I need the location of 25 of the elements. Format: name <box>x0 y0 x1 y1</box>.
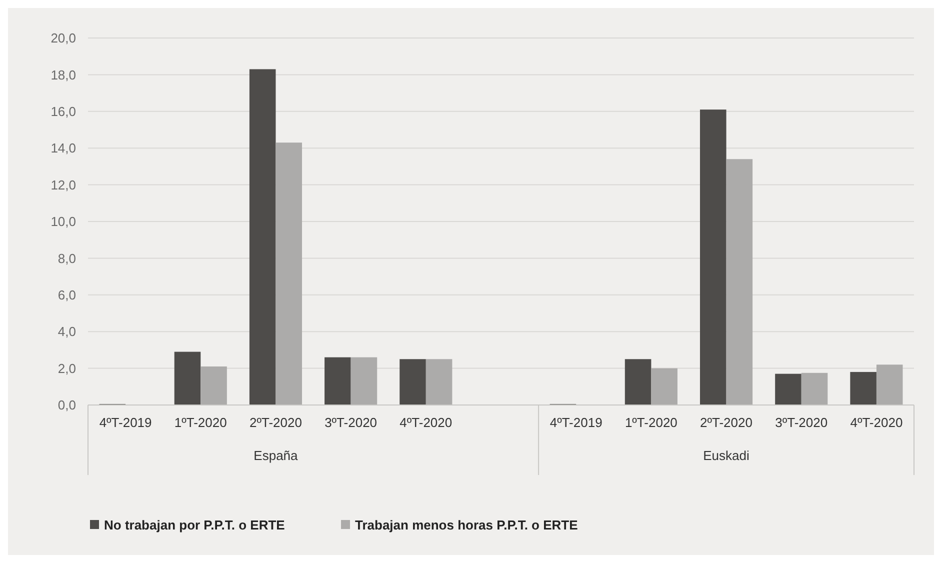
x-tick-label: 1ºT-2020 <box>174 415 227 430</box>
legend-label: Trabajan menos horas P.P.T. o ERTE <box>355 518 578 533</box>
x-tick-label: 2ºT-2020 <box>700 415 752 430</box>
text: Euskadi <box>703 448 750 463</box>
y-tick-label: 8,0 <box>58 250 76 266</box>
x-tick-label: 4ºT-2020 <box>850 415 903 430</box>
legend-label: No trabajan por P.P.T. o ERTE <box>104 518 286 533</box>
y-tick-label: 0,0 <box>58 398 76 413</box>
x-tick-label: 2ºT-2020 <box>250 415 302 430</box>
x-tick-label: 4ºT-2020 <box>400 415 452 430</box>
y-tick-label: 20,0 <box>50 30 76 46</box>
y-tick-label: 18,0 <box>50 67 76 82</box>
y-tick-label: 14,0 <box>50 140 76 156</box>
y-tick-label: 12,0 <box>50 177 76 192</box>
y-tick-label: 2,0 <box>58 360 76 376</box>
x-tick-label: 4ºT-2019 <box>550 415 602 430</box>
x-tick-label: 3ºT-2020 <box>775 415 828 430</box>
x-tick-label: 1ºT-2020 <box>624 415 678 430</box>
y-tick-label: 16,0 <box>50 104 76 119</box>
text: España <box>254 448 299 463</box>
y-tick-label: 6,0 <box>58 287 76 302</box>
y-tick-label: 4,0 <box>58 324 76 340</box>
y-tick-label: 10,0 <box>50 214 76 230</box>
x-tick-label: 3ºT-2020 <box>324 415 378 430</box>
x-tick-label: 4ºT-2019 <box>99 415 152 430</box>
